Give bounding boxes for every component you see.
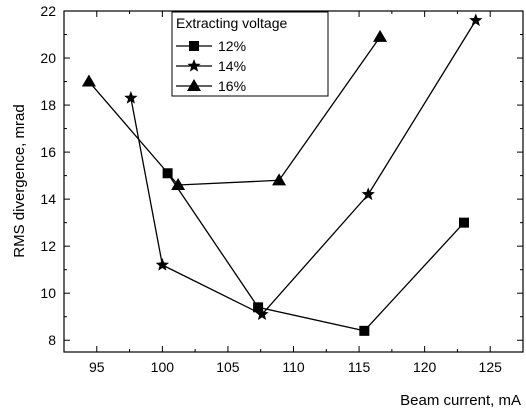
data-point-star bbox=[155, 257, 170, 271]
y-tick-label: 20 bbox=[40, 50, 56, 66]
legend-entries: 12% 14% 16% bbox=[176, 38, 246, 94]
y-tick-label: 16 bbox=[40, 144, 56, 160]
data-point-triangle bbox=[171, 178, 186, 191]
legend-box bbox=[171, 11, 329, 97]
y-axis-label: RMS divergence, mrad bbox=[11, 104, 28, 257]
legend: Extracting voltage 12% 14% 16% bbox=[171, 11, 329, 97]
y-tick-label: 22 bbox=[40, 3, 56, 19]
x-tick-label: 120 bbox=[413, 359, 437, 375]
series-line-16% bbox=[88, 36, 381, 186]
x-tick-label: 105 bbox=[216, 359, 240, 375]
data-point-star bbox=[469, 13, 483, 27]
data-point-square bbox=[359, 325, 370, 336]
y-tick-label: 12 bbox=[40, 238, 56, 254]
legend-label: 14% bbox=[218, 58, 246, 74]
legend-label: 12% bbox=[218, 38, 246, 54]
data-point-triangle bbox=[272, 173, 287, 186]
legend-title: Extracting voltage bbox=[176, 15, 287, 31]
y-tick-label: 8 bbox=[48, 332, 56, 348]
x-tick-label: 95 bbox=[89, 359, 105, 375]
y-tick-label: 18 bbox=[40, 97, 56, 113]
legend-marker-star bbox=[187, 59, 201, 72]
x-tick-label: 100 bbox=[151, 359, 175, 375]
x-tick-label: 125 bbox=[479, 359, 503, 375]
data-point-star bbox=[255, 307, 269, 321]
data-point-square bbox=[458, 217, 469, 228]
data-point-star bbox=[361, 187, 375, 201]
series-line-12% bbox=[167, 172, 465, 332]
axis-tick-labels: 95 100 105 110 115 120 125 8 10 12 14 16 18 20 22 bbox=[40, 3, 502, 375]
data-point-star bbox=[124, 91, 138, 104]
data-point-triangle bbox=[373, 29, 388, 42]
x-tick-label: 110 bbox=[282, 359, 305, 375]
series-markers bbox=[81, 13, 483, 336]
legend-label: 16% bbox=[218, 78, 246, 94]
data-point-square bbox=[162, 168, 173, 179]
legend-marker-square bbox=[189, 41, 199, 51]
x-axis-label: Beam current, mA bbox=[400, 392, 521, 409]
legend-marker-triangle bbox=[187, 79, 201, 91]
y-tick-label: 14 bbox=[40, 191, 56, 207]
data-point-triangle bbox=[81, 74, 96, 87]
y-tick-label: 10 bbox=[40, 285, 56, 301]
data-point-square bbox=[253, 302, 264, 313]
x-tick-label: 115 bbox=[348, 359, 371, 375]
